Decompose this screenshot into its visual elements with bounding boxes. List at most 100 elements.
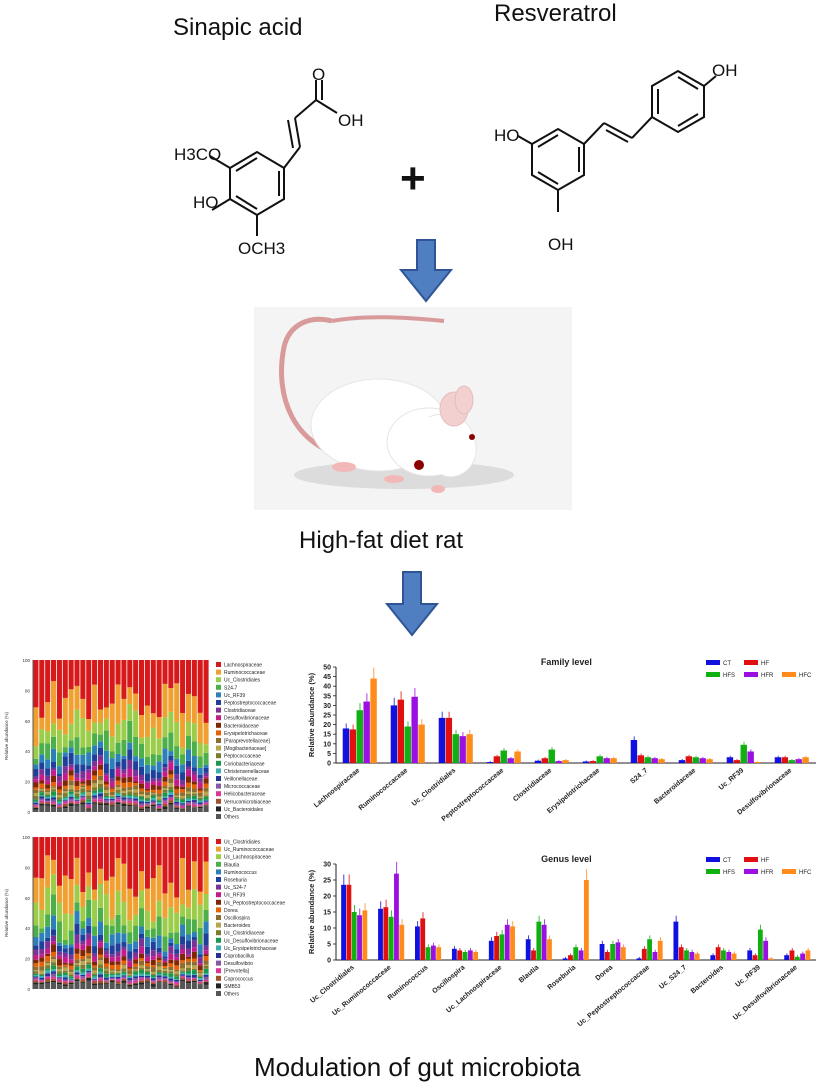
stacked-segment xyxy=(86,945,92,954)
stacked-segment xyxy=(68,740,74,748)
stacked-segment xyxy=(109,961,115,966)
stacked-segment xyxy=(97,723,103,735)
x-category-label: Blautia xyxy=(518,964,540,984)
bar xyxy=(710,955,716,960)
stacked-segment xyxy=(185,975,191,978)
stacked-segment xyxy=(80,660,86,699)
stacked-segment xyxy=(150,965,156,968)
stacked-segment xyxy=(56,795,62,798)
stacked-segment xyxy=(39,754,45,763)
stacked-segment xyxy=(121,925,127,934)
stacked-segment xyxy=(103,730,109,751)
legend-swatch xyxy=(216,806,221,812)
stacked-segment xyxy=(86,808,92,810)
stacked-segment xyxy=(133,966,139,970)
stacked-segment xyxy=(121,837,127,864)
stacked-segment xyxy=(80,798,86,801)
stacked-segment xyxy=(68,764,74,768)
bar xyxy=(610,944,616,960)
x-category-label: Lachnospiraceae xyxy=(313,767,361,809)
legend-label: Helicobacteraceae xyxy=(224,792,266,798)
stacked-segment xyxy=(144,979,150,982)
stacked-segment xyxy=(33,779,39,783)
stacked-segment xyxy=(191,947,197,952)
stacked-segment xyxy=(197,981,203,984)
sinapic-acid-title: Sinapic acid xyxy=(173,14,303,41)
stacked-segment xyxy=(150,781,156,785)
stacked-segment xyxy=(86,972,92,974)
stacked-segment xyxy=(168,792,174,795)
stacked-segment xyxy=(39,932,45,942)
bar xyxy=(752,955,758,960)
stacked-segment xyxy=(156,837,162,866)
legend-label: Uc_Lachnospiraceae xyxy=(224,855,271,861)
stacked-segment xyxy=(144,764,150,774)
stacked-segment xyxy=(150,959,156,966)
legend-swatch xyxy=(216,922,221,928)
bar xyxy=(747,751,754,763)
stacked-segment xyxy=(80,785,86,788)
stacked-segment xyxy=(45,788,51,791)
stacked-segment xyxy=(86,968,92,971)
stacked-segment xyxy=(156,716,162,739)
stacked-segment xyxy=(51,748,57,762)
stacked-segment xyxy=(109,945,115,955)
stacked-segment xyxy=(191,980,197,983)
bar xyxy=(436,947,442,960)
stacked-segment xyxy=(139,982,145,985)
stacked-segment xyxy=(74,943,80,949)
stacked-segment xyxy=(109,876,115,919)
stacked-segment xyxy=(150,801,156,804)
stacked-segment xyxy=(180,970,186,972)
stacked-segment xyxy=(56,752,62,767)
bar xyxy=(689,952,695,960)
stacked-segment xyxy=(62,808,68,812)
stacked-segment xyxy=(45,805,51,812)
stacked-segment xyxy=(56,801,62,804)
stacked-segment xyxy=(56,837,62,886)
bar xyxy=(768,958,774,960)
stacked-segment xyxy=(197,796,203,798)
stacked-segment xyxy=(103,894,109,926)
legend-swatch xyxy=(216,715,221,721)
y-tick-label: 0 xyxy=(327,958,331,965)
stacked-segment xyxy=(62,752,68,757)
bar xyxy=(420,918,426,960)
stacked-segment xyxy=(62,913,68,940)
stacked-segment xyxy=(45,937,51,942)
stacked-segment xyxy=(62,837,68,876)
bar xyxy=(388,916,394,960)
stacked-segment xyxy=(162,781,168,787)
stacked-segment xyxy=(144,782,150,789)
stacked-segment xyxy=(80,982,86,984)
stacked-segment xyxy=(180,837,186,859)
stacked-segment xyxy=(62,975,68,978)
stacked-segment xyxy=(115,914,121,933)
stacked-segment xyxy=(92,799,98,802)
stacked-segment xyxy=(121,975,127,977)
stacked-segment xyxy=(115,979,121,982)
stacked-segment xyxy=(174,986,180,988)
stacked-segment xyxy=(56,773,62,777)
bar xyxy=(555,761,562,763)
stacked-segment xyxy=(203,778,209,784)
stacked-segment xyxy=(121,971,127,974)
stacked-segment xyxy=(109,972,115,974)
stacked-segment xyxy=(168,946,174,954)
stacked-segment xyxy=(109,965,115,970)
stacked-segment xyxy=(74,737,80,755)
stacked-segment xyxy=(197,984,203,989)
stacked-segment xyxy=(139,837,145,872)
legend-label: CT xyxy=(723,858,731,864)
bar xyxy=(425,947,431,960)
bar xyxy=(789,950,795,960)
legend-swatch xyxy=(216,930,221,936)
stacked-segment xyxy=(156,974,162,976)
stacked-segment xyxy=(33,969,39,972)
stacked-segment xyxy=(39,762,45,770)
stacked-segment xyxy=(39,783,45,789)
stacked-segment xyxy=(174,808,180,812)
stacked-segment xyxy=(115,943,121,952)
stacked-segment xyxy=(121,978,127,979)
